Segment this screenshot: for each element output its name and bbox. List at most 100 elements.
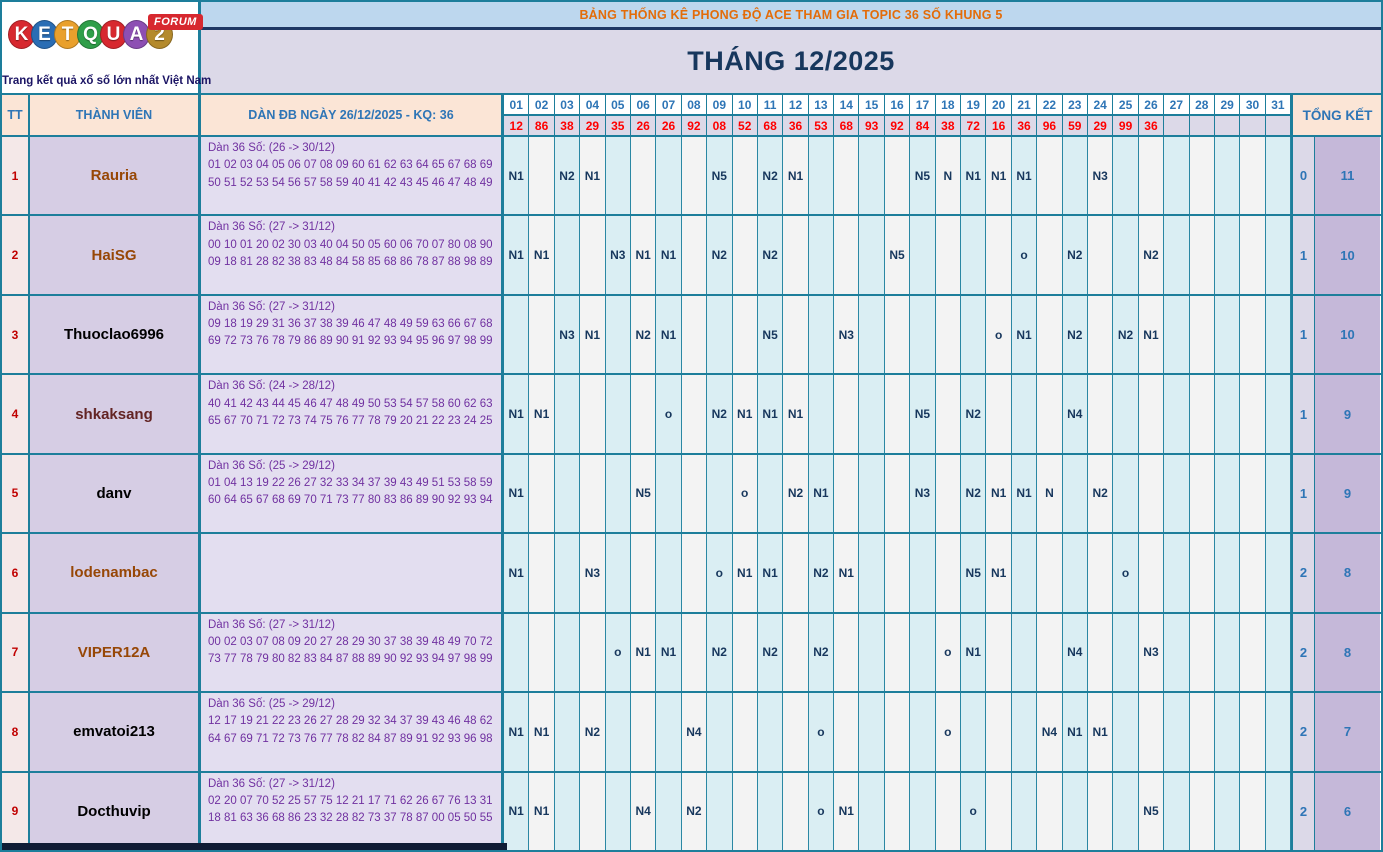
- day-header-16: 16: [885, 95, 911, 114]
- mark-day-30: [1240, 454, 1266, 533]
- mark-day-06: [630, 375, 657, 453]
- mark-day-15: [859, 534, 885, 612]
- dan-label: Dàn 36 Số: (25 -> 29/12): [208, 698, 335, 711]
- mark-day-17: [910, 772, 936, 850]
- mark-day-08: N4: [681, 693, 708, 771]
- mark-day-11: N1: [757, 534, 784, 612]
- day-result-25: 99: [1113, 116, 1139, 135]
- mark-day-02: [529, 137, 555, 215]
- mark-day-16: [884, 295, 911, 374]
- total-miss: 1: [1291, 216, 1315, 294]
- total-miss: 2: [1291, 693, 1315, 771]
- mark-day-08: [681, 375, 708, 453]
- day-header-17: 17: [910, 95, 936, 114]
- mark-day-10: N1: [732, 534, 758, 612]
- day-result-12: 36: [783, 116, 809, 135]
- month-row: THÁNG 12/2025: [201, 30, 1381, 93]
- mark-day-26: [1138, 693, 1165, 771]
- total-hit: 8: [1315, 613, 1380, 692]
- day-header-01: 01: [504, 95, 530, 114]
- mark-day-15: [859, 216, 885, 294]
- day-marks: N1 N1 N4 N2 o N1 o N5: [504, 772, 1292, 850]
- mark-day-01: N1: [504, 137, 530, 215]
- day-result-14: 68: [834, 116, 860, 135]
- day-marks: N1 N2 N1 N5 N2 N1 N5 N N1 N1 N1 N3: [504, 137, 1292, 215]
- mark-day-23: [1062, 772, 1088, 850]
- top-right: BẢNG THỐNG KÊ PHONG ĐỘ ACE THAM GIA TOPI…: [201, 2, 1381, 93]
- mark-day-17: N3: [910, 454, 936, 533]
- day-result-15: 93: [859, 116, 885, 135]
- mark-day-17: [910, 693, 936, 771]
- mark-day-31: [1265, 216, 1292, 294]
- mark-day-12: [783, 772, 809, 850]
- mark-day-06: [630, 693, 657, 771]
- mark-day-05: o: [605, 613, 631, 692]
- mark-day-27: [1164, 613, 1190, 692]
- member-row-Thuoclao6996: 3 Thuoclao6996 Dàn 36 Số: (27 -> 31/12) 09 …: [2, 295, 1381, 376]
- day-result-23: 59: [1063, 116, 1088, 135]
- mark-day-30: [1240, 375, 1266, 453]
- mark-day-21: N1: [1011, 137, 1038, 215]
- dan-numbers: 12 17 19 21 22 23 26 27 28 29 32 34 37 3…: [208, 715, 493, 745]
- mark-day-29: [1214, 534, 1241, 612]
- mark-day-02: N1: [529, 216, 555, 294]
- mark-day-13: [808, 137, 835, 215]
- dan-cell: Dàn 36 Số: (27 -> 31/12) 09 18 19 29 31 3…: [201, 295, 504, 374]
- mark-day-27: [1164, 454, 1190, 533]
- mark-day-15: [859, 693, 885, 771]
- mark-day-12: [783, 613, 809, 692]
- day-header-22: 22: [1037, 95, 1063, 114]
- mark-day-20: N1: [986, 137, 1012, 215]
- mark-day-10: o: [732, 454, 758, 533]
- day-marks: N3 N1 N2 N1 N5 N3 o N1 N2 N2 N1: [504, 295, 1292, 374]
- mark-day-16: [884, 137, 911, 215]
- day-result-09: 08: [707, 116, 733, 135]
- member-name: HaiSG: [30, 216, 201, 294]
- mark-day-19: o: [961, 772, 987, 850]
- mark-day-18: [935, 295, 962, 374]
- mark-day-01: N1: [504, 375, 530, 453]
- mark-day-29: [1214, 613, 1241, 692]
- dan-cell: Dàn 36 Số: (26 -> 30/12) 01 02 03 04 05 0…: [201, 137, 504, 215]
- day-marks: N1 N1 N3 N1 N1 N2 N2 N5 o N2 N2: [504, 216, 1292, 294]
- mark-day-28: [1189, 613, 1215, 692]
- day-result-05: 35: [606, 116, 631, 135]
- mark-day-13: N1: [808, 454, 835, 533]
- mark-day-24: [1087, 534, 1114, 612]
- mark-day-31: [1265, 137, 1292, 215]
- mark-day-05: [605, 137, 631, 215]
- member-name: emvatoi213: [30, 693, 201, 771]
- mark-day-27: [1164, 375, 1190, 453]
- mark-day-29: [1214, 295, 1241, 374]
- mark-day-31: [1265, 693, 1292, 771]
- mark-day-04: [580, 375, 606, 453]
- mark-day-28: [1189, 772, 1215, 850]
- day-result-19: 72: [961, 116, 987, 135]
- mark-day-18: N: [935, 137, 962, 215]
- mark-day-15: [859, 295, 885, 374]
- day-result-22: 96: [1037, 116, 1063, 135]
- day-header-30: 30: [1240, 95, 1266, 114]
- mark-day-14: [834, 137, 860, 215]
- day-header-05: 05: [606, 95, 631, 114]
- mark-day-22: [1037, 534, 1063, 612]
- mark-day-01: [504, 295, 530, 374]
- mark-day-19: N2: [961, 375, 987, 453]
- mark-day-03: [554, 613, 581, 692]
- day-result-26: 36: [1139, 116, 1165, 135]
- day-header-02: 02: [529, 95, 555, 114]
- mark-day-18: [935, 772, 962, 850]
- mark-day-23: N2: [1062, 295, 1088, 374]
- mark-day-22: [1037, 295, 1063, 374]
- mark-day-18: [935, 534, 962, 612]
- mark-day-13: o: [808, 693, 835, 771]
- header-member: THÀNH VIÊN: [30, 95, 201, 135]
- mark-day-18: o: [935, 613, 962, 692]
- mark-day-29: [1214, 454, 1241, 533]
- mark-day-26: [1138, 137, 1165, 215]
- mark-day-09: [707, 693, 733, 771]
- member-row-VIPER12A: 7 VIPER12A Dàn 36 Số: (27 -> 31/12) 00 02 0…: [2, 613, 1381, 694]
- dan-cell: Dàn 36 Số: (27 -> 31/12) 00 10 01 20 02 3…: [201, 216, 504, 294]
- day-result-17: 84: [910, 116, 936, 135]
